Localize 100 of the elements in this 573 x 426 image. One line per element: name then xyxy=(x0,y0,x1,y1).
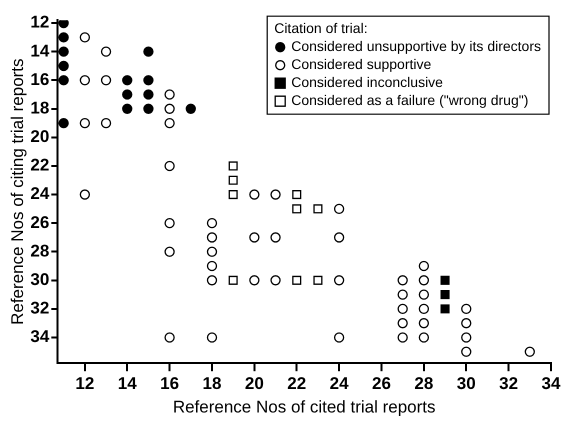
point xyxy=(122,104,132,114)
point xyxy=(398,275,408,286)
point xyxy=(80,118,90,128)
point xyxy=(164,160,175,172)
y-axis-title: Reference Nos of citing trial reports xyxy=(8,58,27,325)
point xyxy=(418,332,430,343)
point xyxy=(398,289,408,300)
point xyxy=(100,75,112,86)
legend-label: Considered inconclusive xyxy=(291,74,444,90)
y-tick-label: 26 xyxy=(30,212,50,232)
point xyxy=(164,104,175,114)
x-tick-label: 18 xyxy=(202,374,222,394)
point xyxy=(228,161,238,171)
point xyxy=(228,176,238,185)
y-tick-label: 18 xyxy=(30,98,50,118)
point xyxy=(58,32,69,42)
point xyxy=(313,204,322,214)
point xyxy=(143,104,154,114)
point xyxy=(334,204,344,214)
point xyxy=(186,104,196,114)
point xyxy=(164,246,175,257)
y-tick-label: 22 xyxy=(30,156,50,175)
point xyxy=(58,75,69,86)
point xyxy=(164,332,175,343)
point xyxy=(58,46,69,57)
point xyxy=(249,189,260,200)
point xyxy=(58,118,69,128)
legend-label: Considered unsupportive by its directors xyxy=(291,38,542,54)
legend-title: Citation of trial: xyxy=(274,20,368,36)
point xyxy=(524,346,535,357)
point xyxy=(80,189,90,200)
x-tick-label: 26 xyxy=(372,374,391,394)
point xyxy=(270,232,281,243)
point xyxy=(313,276,322,285)
x-tick-label: 24 xyxy=(330,374,350,394)
y-tick-label: 16 xyxy=(30,70,50,89)
point xyxy=(143,89,154,100)
point xyxy=(249,275,260,286)
point xyxy=(398,304,408,314)
point xyxy=(461,318,472,328)
point xyxy=(418,289,430,300)
point xyxy=(440,276,450,285)
point xyxy=(80,75,90,86)
point xyxy=(292,190,302,200)
point xyxy=(418,304,430,314)
point xyxy=(164,89,175,100)
point xyxy=(100,118,112,128)
point xyxy=(270,189,281,200)
y-tick-label: 34 xyxy=(30,327,50,346)
point xyxy=(164,118,175,128)
point xyxy=(418,318,430,328)
point xyxy=(143,75,154,86)
point xyxy=(164,218,175,228)
point xyxy=(270,275,281,286)
x-axis-title: Reference Nos of cited trial reports xyxy=(172,397,436,416)
point xyxy=(100,46,112,57)
point xyxy=(206,260,218,272)
x-tick-label: 30 xyxy=(456,374,476,394)
point xyxy=(440,304,450,314)
x-tick-label: 28 xyxy=(414,374,434,394)
point xyxy=(334,232,344,243)
point xyxy=(206,332,218,343)
x-tick-label: 12 xyxy=(75,374,94,394)
point xyxy=(292,276,302,285)
point xyxy=(122,75,132,86)
y-tick-label: 12 xyxy=(30,12,50,32)
point xyxy=(440,290,450,300)
point xyxy=(334,332,344,343)
point xyxy=(206,218,218,228)
x-tick-label: 16 xyxy=(160,374,180,394)
point xyxy=(122,89,132,100)
point xyxy=(228,190,238,200)
point xyxy=(292,204,302,214)
point xyxy=(461,346,472,357)
y-tick-label: 20 xyxy=(30,127,50,146)
x-tick-label: 14 xyxy=(118,374,138,394)
legend-label: Considered as a failure ("wrong drug") xyxy=(291,92,528,108)
x-tick-label: 20 xyxy=(244,374,264,394)
point xyxy=(418,260,430,272)
x-tick-label: 32 xyxy=(499,374,518,394)
legend-label: Considered supportive xyxy=(291,56,432,72)
y-tick-label: 32 xyxy=(30,298,50,318)
y-tick-label: 30 xyxy=(30,270,50,289)
point xyxy=(398,332,408,343)
point xyxy=(334,275,344,286)
point xyxy=(58,20,69,28)
point xyxy=(80,32,90,42)
point xyxy=(58,60,69,72)
point xyxy=(418,275,430,286)
point xyxy=(206,246,218,257)
point xyxy=(249,232,260,243)
y-tick-label: 28 xyxy=(30,241,50,260)
x-tick-label: 34 xyxy=(542,374,561,394)
y-tick-label: 24 xyxy=(30,184,50,204)
x-tick-label: 22 xyxy=(287,374,306,394)
point xyxy=(206,275,218,286)
point xyxy=(398,318,408,328)
y-tick-label: 14 xyxy=(30,41,50,60)
point xyxy=(206,232,218,243)
point xyxy=(461,332,472,343)
